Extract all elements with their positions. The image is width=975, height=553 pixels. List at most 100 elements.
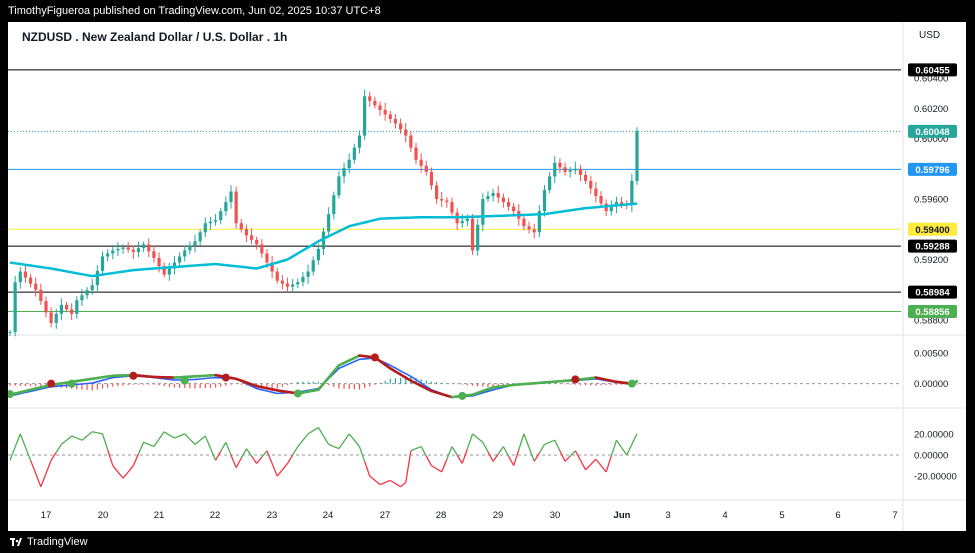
time-tick-label: 6 (835, 510, 840, 521)
candle-body (219, 211, 223, 221)
candle-body (527, 226, 531, 230)
osc-segment (209, 447, 217, 461)
osc-segment (35, 473, 42, 487)
candle-body (49, 312, 53, 323)
candle-body (393, 118, 398, 124)
osc-segment (194, 439, 201, 445)
osc-segment (631, 433, 638, 445)
candle-body (424, 165, 428, 172)
osc-segment (92, 431, 98, 434)
osc-segment (220, 441, 227, 452)
osc-segment (549, 439, 556, 443)
osc-segment (379, 481, 386, 486)
osc-segment (276, 469, 283, 477)
osc-segment (502, 446, 510, 457)
osc-segment (472, 433, 479, 439)
osc-segment (374, 479, 381, 486)
candle-body (373, 100, 377, 106)
osc-segment (621, 447, 628, 456)
osc-segment (595, 458, 602, 466)
osc-segment (86, 431, 93, 437)
candle-body (23, 271, 28, 278)
chart-svg[interactable]: 0.60400 0.60200 0.60000 0.59600 0.59200 0.588… (8, 22, 966, 531)
osc-segment (19, 433, 27, 448)
candle-body (619, 202, 624, 204)
candle-body (270, 262, 274, 272)
candle-body (95, 270, 99, 286)
candle-body (147, 244, 151, 252)
candle-body (260, 244, 264, 254)
price-tag (908, 222, 957, 236)
candle-body (213, 220, 218, 222)
candle-body (291, 284, 295, 287)
time-tick-label: 3 (665, 510, 670, 521)
osc-segment (14, 433, 21, 448)
candle-body (445, 200, 449, 203)
osc-segment (358, 446, 366, 462)
candle-body (327, 214, 331, 232)
macd-cross-dot (47, 379, 56, 388)
candle-body (398, 123, 403, 130)
candle-body (116, 248, 120, 251)
candle-body (450, 202, 454, 213)
candle-body (357, 135, 362, 148)
osc-segment (251, 455, 258, 464)
osc-segment (466, 433, 474, 449)
candle-body (594, 188, 598, 197)
osc-segment (456, 454, 463, 464)
osc-segment (554, 439, 561, 452)
chart-panel[interactable]: 0.60400 0.60200 0.60000 0.59600 0.59200 0.588… (8, 22, 966, 531)
candle-body (167, 268, 171, 275)
osc-segment (127, 465, 134, 473)
candle-body (100, 256, 105, 271)
candle-body (121, 247, 125, 249)
candle-body (532, 229, 536, 233)
candle-body (486, 196, 490, 200)
price-tag-label: 0.60455 (915, 65, 950, 76)
osc-segment (579, 459, 587, 471)
osc-segment (312, 426, 319, 432)
candle-body (28, 277, 33, 284)
candle-body (106, 253, 110, 257)
candle-body (162, 266, 166, 275)
price-tag-label: 0.60048 (915, 127, 949, 138)
candle-body (388, 114, 392, 119)
osc-segment (286, 454, 294, 464)
osc-segment (148, 443, 155, 448)
osc-segment (107, 449, 114, 466)
macd-slow-segment (322, 376, 330, 385)
candle-body (239, 223, 243, 230)
osc-segment (189, 438, 196, 445)
macd-slow-segment (317, 382, 325, 392)
osc-segment (615, 439, 623, 448)
osc-segment (81, 435, 88, 441)
macd-cross-dot (221, 373, 230, 382)
candle-body (409, 135, 413, 148)
osc-segment (410, 448, 417, 452)
candle-body (285, 283, 290, 287)
candle-body (249, 235, 254, 240)
osc-segment (40, 473, 47, 487)
candle-body (460, 220, 464, 224)
osc-segment (76, 437, 83, 441)
candle-body (563, 167, 567, 172)
candle-body (404, 129, 408, 136)
macd-cross-dot (180, 376, 189, 385)
price-tag (908, 124, 957, 138)
osc-segment (240, 448, 247, 459)
candle-body (203, 223, 207, 233)
osc-segment (585, 464, 592, 471)
candle-body (465, 218, 470, 221)
candle-body (635, 131, 639, 181)
osc-segment (400, 481, 407, 488)
candle-body (501, 197, 505, 203)
osc-segment (199, 435, 206, 441)
osc-segment (132, 453, 140, 466)
time-tick-label: 5 (779, 510, 784, 521)
osc-segment (564, 455, 571, 462)
osc-segment (626, 444, 633, 456)
osc-segment (533, 452, 540, 462)
candle-body (296, 282, 300, 285)
price-tag (908, 162, 957, 176)
candle-body (573, 168, 577, 171)
